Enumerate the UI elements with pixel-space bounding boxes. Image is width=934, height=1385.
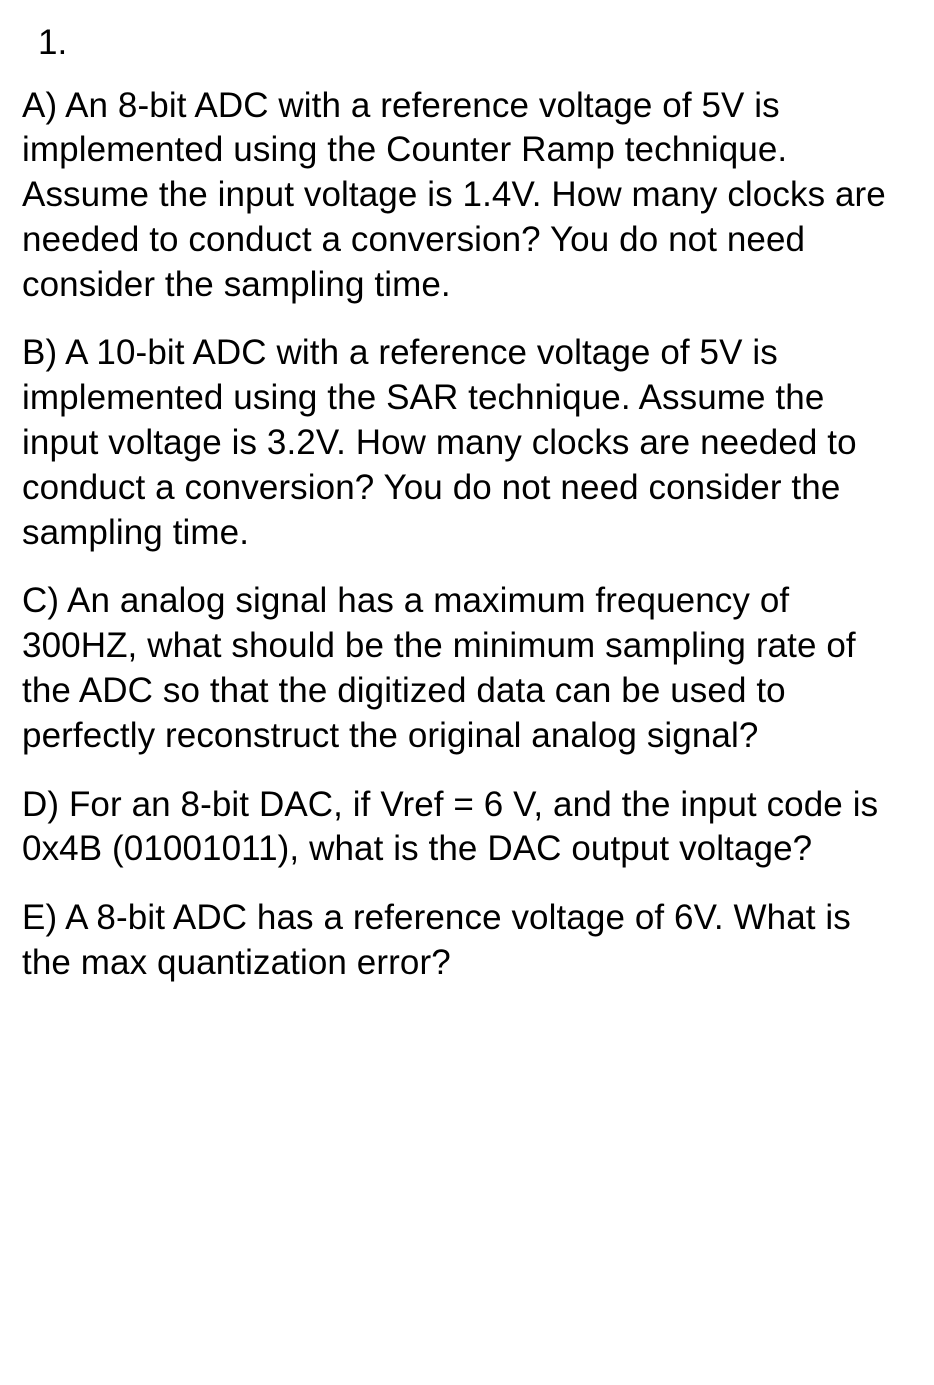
question-part-d: D) For an 8-bit DAC, if Vref = 6 V, and … bbox=[22, 783, 906, 873]
question-part-b: B) A 10-bit ADC with a reference voltage… bbox=[22, 331, 906, 555]
question-part-e: E) A 8-bit ADC has a reference voltage o… bbox=[22, 896, 906, 986]
question-part-a: A) An 8-bit ADC with a reference voltage… bbox=[22, 84, 906, 308]
question-part-c: C) An analog signal has a maximum freque… bbox=[22, 579, 906, 758]
question-number: 1. bbox=[38, 20, 906, 66]
